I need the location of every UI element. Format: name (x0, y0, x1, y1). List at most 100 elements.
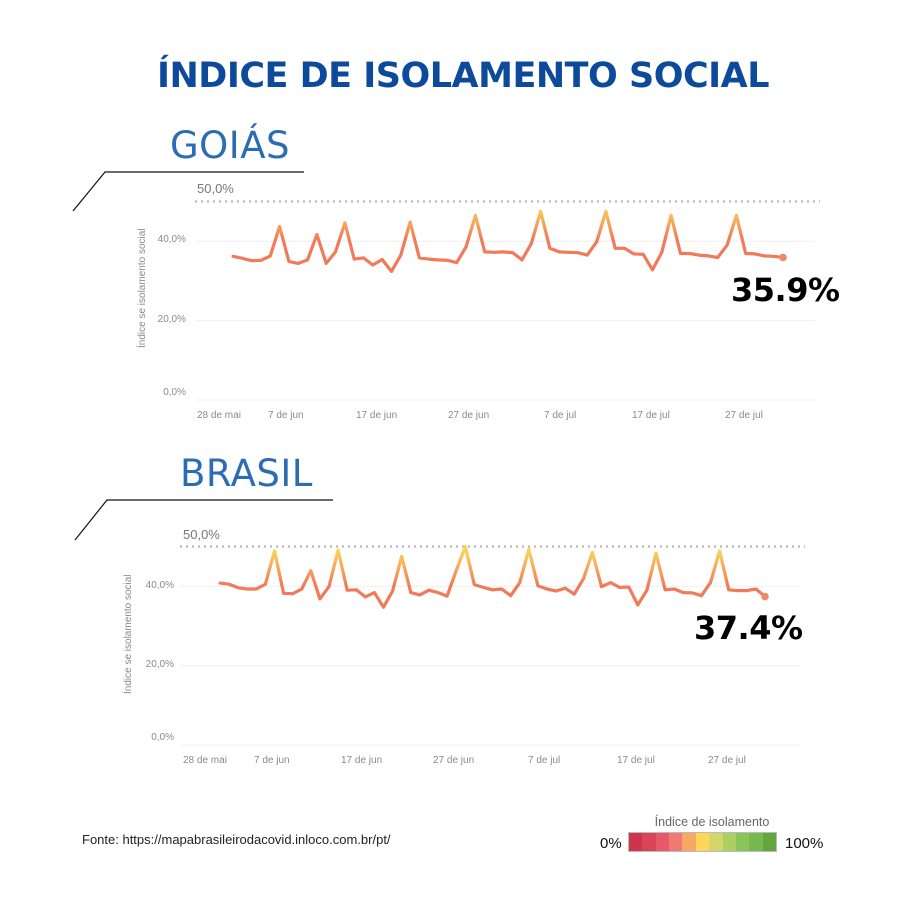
goias-data-point (706, 254, 710, 258)
goias-data-point (362, 256, 366, 260)
brasil-data-point (645, 588, 649, 592)
goias-data-point (660, 250, 664, 254)
goias-data-point (250, 259, 254, 263)
goias-data-point (334, 250, 338, 254)
brasil-xtick: 27 de jun (433, 755, 475, 766)
goias-data-point (427, 257, 431, 261)
brasil-last-point (761, 592, 769, 601)
brasil-data-point (745, 589, 749, 593)
brasil-data-point (309, 569, 313, 573)
goias-data-point (604, 209, 608, 213)
brasil-data-point (600, 585, 603, 589)
goias-data-point (352, 257, 356, 261)
goias-data-point (632, 252, 636, 256)
goias-last-point (779, 253, 787, 262)
brasil-data-point (291, 592, 295, 596)
brasil-ytick: 0,0% (151, 732, 174, 743)
brasil-data-point (218, 581, 222, 585)
brasil-data-point (527, 547, 531, 551)
goias-data-point (296, 261, 300, 265)
goias-data-point (511, 251, 515, 255)
brasil-data-point (427, 588, 431, 592)
brasil-y-axis-title: Índice se isolamento social (123, 574, 134, 694)
brasil-data-point (609, 581, 613, 585)
brasil-data-point (590, 550, 594, 554)
goias-data-point (669, 213, 673, 217)
brasil-data-point (581, 577, 585, 581)
goias-xtick: 7 de jul (544, 410, 577, 421)
brasil-data-point (709, 581, 712, 585)
goias-data-point (716, 255, 720, 259)
goias-data-point (650, 268, 654, 272)
brasil-data-point (509, 594, 513, 598)
legend-swatch (735, 833, 750, 851)
brasil-chart (180, 544, 805, 746)
goias-ytick: 0,0% (163, 387, 186, 398)
goias-xtick: 28 de mai (197, 410, 241, 421)
legend-swatch (629, 833, 643, 851)
brasil-xtick: 7 de jun (254, 755, 290, 766)
brasil-data-point (318, 597, 322, 601)
brasil-data-point (636, 603, 640, 607)
goias-data-point (343, 221, 347, 225)
brasil-data-point (690, 591, 694, 595)
goias-data-point (455, 261, 459, 265)
brasil-data-point (336, 548, 340, 552)
goias-data-point (287, 259, 291, 263)
brasil-data-point (400, 554, 404, 558)
brasil-data-point (372, 591, 376, 595)
goias-data-point (324, 261, 328, 265)
legend-swatch (762, 833, 776, 851)
goias-data-point (306, 258, 310, 262)
legend-swatch (695, 833, 710, 851)
brasil-current-value: 37.4% (694, 609, 803, 647)
legend-swatch (722, 833, 736, 851)
goias-chart (195, 200, 820, 401)
brasil-data-point (463, 545, 467, 548)
brasil-data-point (445, 594, 449, 598)
goias-data-point (744, 252, 748, 256)
brasil-data-point (627, 585, 631, 589)
goias-data-point (585, 253, 589, 257)
goias-data-point (623, 246, 627, 250)
brasil-data-point (409, 591, 413, 595)
legend-swatch (749, 833, 763, 851)
goias-data-point (753, 252, 757, 256)
goias-reference-label: 50,0% (197, 181, 234, 196)
goias-data-point (725, 243, 729, 247)
brasil-xtick: 7 de jul (528, 755, 561, 766)
legend-max-label: 100% (785, 835, 824, 852)
legend-color-scale (628, 832, 777, 852)
brasil-data-point (472, 583, 476, 587)
legend-min-label: 0% (600, 835, 622, 852)
brasil-data-point (282, 591, 286, 595)
legend-swatch (642, 833, 656, 851)
legend-swatch (655, 833, 670, 851)
brasil-data-point (436, 591, 440, 595)
goias-data-point (399, 253, 403, 257)
goias-xtick: 7 de jun (268, 410, 304, 421)
brasil-data-point (736, 589, 740, 593)
goias-ytick: 40,0% (157, 234, 186, 245)
brasil-data-point (672, 587, 676, 591)
brasil-data-point (227, 582, 231, 586)
goias-data-point (473, 213, 477, 217)
goias-data-point (464, 245, 468, 249)
brasil-data-point (563, 586, 567, 590)
goias-data-point (315, 232, 319, 236)
goias-xtick: 17 de jul (632, 410, 670, 421)
brasil-data-point (618, 585, 622, 589)
goias-data-point (772, 254, 776, 258)
goias-data-point (483, 250, 487, 254)
brasil-data-point (418, 593, 422, 597)
brasil-data-point (699, 594, 703, 598)
goias-data-point (734, 213, 738, 217)
legend-swatch (669, 833, 683, 851)
goias-xtick: 27 de jul (725, 410, 763, 421)
goias-data-point (520, 258, 524, 262)
goias-current-value: 35.9% (731, 271, 840, 309)
page-title: ÍNDICE DE ISOLAMENTO SOCIAL (156, 56, 770, 96)
brasil-data-point (273, 549, 276, 553)
brasil-data-point (654, 551, 658, 555)
brasil-data-point (554, 589, 558, 593)
